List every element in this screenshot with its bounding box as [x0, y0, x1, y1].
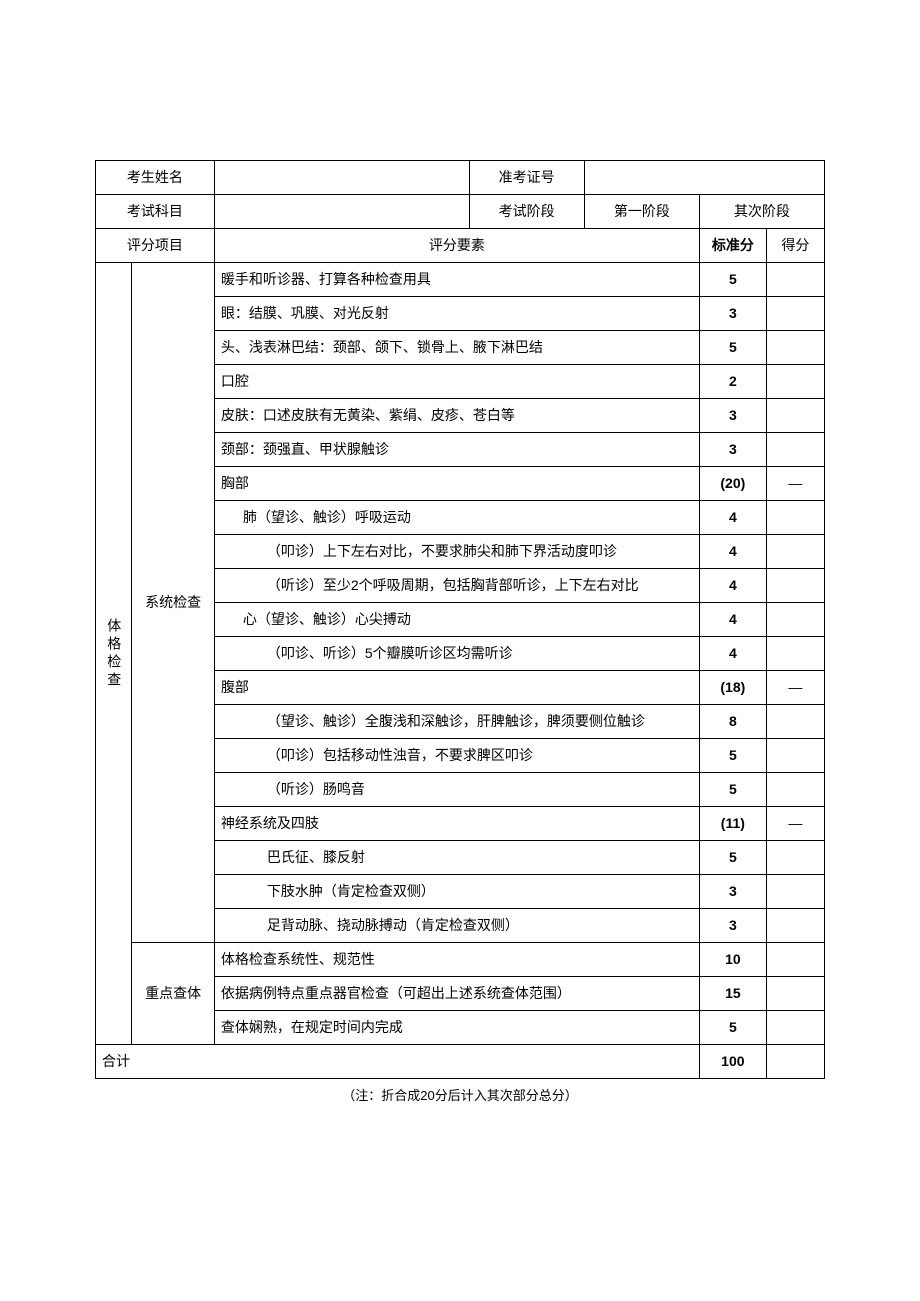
row-text: （叩诊）包括移动性浊音，不要求脾区叩诊 [214, 739, 699, 773]
total-label: 合计 [96, 1045, 700, 1079]
footnote: （注：折合成20分后计入其次部分总分） [95, 1085, 825, 1104]
total-row: 合计 100 [96, 1045, 825, 1079]
row-text: 口腔 [214, 365, 699, 399]
row-text: 皮肤：口述皮肤有无黄染、紫绢、皮疹、苍白等 [214, 399, 699, 433]
row-score: 5 [700, 841, 767, 875]
row-grade [766, 773, 824, 807]
row-score: 2 [700, 365, 767, 399]
row-grade [766, 331, 824, 365]
table-row: 体格检查 系统检查 暖手和听诊器、打算各种检查用具 5 [96, 263, 825, 297]
row-text: （望诊、触诊）全腹浅和深触诊，肝脾触诊，脾须要侧位触诊 [214, 705, 699, 739]
row-grade [766, 739, 824, 773]
row-score: 5 [700, 1011, 767, 1045]
row-text: 颈部：颈强直、甲状腺触诊 [214, 433, 699, 467]
row-grade [766, 943, 824, 977]
row-score: 4 [700, 535, 767, 569]
row-text: 腹部 [214, 671, 699, 705]
stage1: 第一阶段 [584, 195, 699, 229]
row-text: （听诊）肠鸣音 [214, 773, 699, 807]
category-main: 体格检查 [96, 263, 132, 1045]
row-text: 暖手和听诊器、打算各种检查用具 [214, 263, 699, 297]
category-sub2: 重点查体 [132, 943, 214, 1045]
stage2: 其次阶段 [700, 195, 825, 229]
row-grade: — [766, 807, 824, 841]
subject-value [214, 195, 469, 229]
total-grade [766, 1045, 824, 1079]
row-grade [766, 841, 824, 875]
row-grade [766, 399, 824, 433]
row-text: 眼：结膜、巩膜、对光反射 [214, 297, 699, 331]
row-score: (20) [700, 467, 767, 501]
row-text: 神经系统及四肢 [214, 807, 699, 841]
row-grade [766, 433, 824, 467]
row-text: 胸部 [214, 467, 699, 501]
name-value [214, 161, 469, 195]
row-grade [766, 909, 824, 943]
element-col-label: 评分要素 [214, 229, 699, 263]
row-text: 体格检查系统性、规范性 [214, 943, 699, 977]
row-text: 查体娴熟，在规定时间内完成 [214, 1011, 699, 1045]
row-score: 3 [700, 875, 767, 909]
row-score: 4 [700, 637, 767, 671]
row-score: 15 [700, 977, 767, 1011]
row-score: 3 [700, 433, 767, 467]
row-score: 3 [700, 399, 767, 433]
row-text: （叩诊、听诊）5个瓣膜听诊区均需听诊 [214, 637, 699, 671]
row-score: 5 [700, 331, 767, 365]
header-row-1: 考生姓名 准考证号 [96, 161, 825, 195]
row-score: 3 [700, 297, 767, 331]
row-score: 5 [700, 739, 767, 773]
exam-id-label: 准考证号 [469, 161, 584, 195]
category-sub1: 系统检查 [132, 263, 214, 943]
name-label: 考生姓名 [96, 161, 215, 195]
item-col-label: 评分项目 [96, 229, 215, 263]
row-score: 4 [700, 501, 767, 535]
row-grade [766, 535, 824, 569]
row-text: 肺（望诊、触诊）呼吸运动 [214, 501, 699, 535]
total-score: 100 [700, 1045, 767, 1079]
row-text: 巴氏征、膝反射 [214, 841, 699, 875]
row-grade [766, 569, 824, 603]
scoring-table: 考生姓名 准考证号 考试科目 考试阶段 第一阶段 其次阶段 评分项目 评分要素 … [95, 160, 825, 1079]
score-label: 得分 [766, 229, 824, 263]
row-grade [766, 705, 824, 739]
row-score: 10 [700, 943, 767, 977]
row-text: 下肢水肿（肯定检查双侧） [214, 875, 699, 909]
row-text: 依据病例特点重点器官检查（可超出上述系统查体范围） [214, 977, 699, 1011]
row-grade [766, 603, 824, 637]
row-score: 5 [700, 263, 767, 297]
row-score: 8 [700, 705, 767, 739]
row-score: (18) [700, 671, 767, 705]
row-grade [766, 637, 824, 671]
row-score: 4 [700, 603, 767, 637]
row-grade [766, 501, 824, 535]
std-score-label: 标准分 [700, 229, 767, 263]
row-text: 头、浅表淋巴结：颈部、颌下、锁骨上、腋下淋巴结 [214, 331, 699, 365]
row-grade: — [766, 671, 824, 705]
row-grade [766, 977, 824, 1011]
exam-id-value [584, 161, 824, 195]
header-row-2: 考试科目 考试阶段 第一阶段 其次阶段 [96, 195, 825, 229]
row-grade [766, 365, 824, 399]
row-grade [766, 263, 824, 297]
row-grade [766, 875, 824, 909]
row-text: 心（望诊、触诊）心尖搏动 [214, 603, 699, 637]
row-grade [766, 297, 824, 331]
row-grade: — [766, 467, 824, 501]
stage-label: 考试阶段 [469, 195, 584, 229]
row-text: （听诊）至少2个呼吸周期，包括胸背部听诊，上下左右对比 [214, 569, 699, 603]
row-score: 3 [700, 909, 767, 943]
row-text: （叩诊）上下左右对比，不要求肺尖和肺下界活动度叩诊 [214, 535, 699, 569]
row-score: (11) [700, 807, 767, 841]
row-grade [766, 1011, 824, 1045]
row-score: 5 [700, 773, 767, 807]
table-row: 重点查体 体格检查系统性、规范性 10 [96, 943, 825, 977]
subject-label: 考试科目 [96, 195, 215, 229]
column-header-row: 评分项目 评分要素 标准分 得分 [96, 229, 825, 263]
row-text: 足背动脉、挠动脉搏动（肯定检查双侧） [214, 909, 699, 943]
row-score: 4 [700, 569, 767, 603]
